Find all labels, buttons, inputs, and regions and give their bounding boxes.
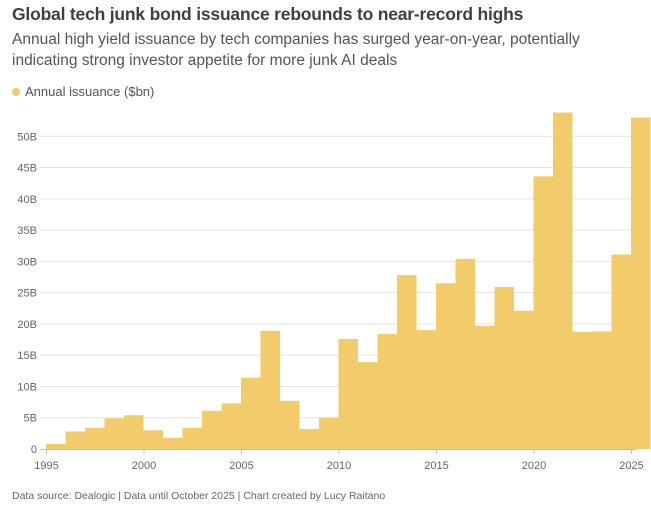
- chart-subtitle: Annual high yield issuance by tech compa…: [12, 31, 580, 69]
- bar-2000: [143, 430, 163, 449]
- x-tick-label: 2010: [327, 460, 351, 472]
- y-tick-label: 25B: [17, 288, 37, 300]
- x-tick-label: 2000: [132, 460, 156, 472]
- bar-2011: [358, 362, 378, 449]
- bar-2006: [260, 330, 280, 449]
- bar-1998: [104, 418, 124, 449]
- bar-1996: [65, 431, 85, 449]
- x-tick-label: 2005: [229, 460, 253, 472]
- x-tick-label: 1995: [34, 460, 58, 472]
- y-tick-label: 5B: [24, 413, 37, 425]
- bar-2017: [475, 325, 495, 449]
- bar-1999: [124, 415, 144, 449]
- bar-2024: [611, 254, 631, 449]
- y-tick-label: 15B: [17, 350, 37, 362]
- bar-2022: [572, 332, 592, 449]
- bar-2003: [202, 410, 222, 449]
- bar-2002: [182, 427, 202, 449]
- bar-2012: [377, 333, 397, 449]
- bar-2009: [319, 417, 339, 449]
- y-tick-label: 0: [31, 444, 37, 456]
- y-tick-label: 30B: [17, 256, 37, 268]
- x-tick-label: 2020: [522, 460, 546, 472]
- bar-2021: [553, 112, 573, 449]
- x-tick-label: 2015: [424, 460, 448, 472]
- bar-2016: [455, 258, 475, 449]
- bar-2007: [280, 400, 300, 449]
- x-tick-label: 2025: [619, 460, 643, 472]
- y-tick-label: 35B: [17, 225, 37, 237]
- chart-legend: Annual issuance ($bn): [12, 84, 154, 99]
- y-tick-label: 50B: [17, 131, 37, 143]
- bar-2008: [299, 428, 319, 449]
- bar-2020: [533, 176, 553, 449]
- bar-2001: [163, 437, 183, 449]
- bar-2014: [416, 330, 436, 449]
- bar-2010: [338, 338, 358, 449]
- y-tick-label: 20B: [17, 319, 37, 331]
- bar-2025: [631, 117, 651, 449]
- y-tick-label: 10B: [17, 381, 37, 393]
- bar-2013: [397, 275, 417, 449]
- legend-dot-icon: [12, 87, 20, 96]
- y-tick-label: 45B: [17, 163, 37, 175]
- bar-2005: [241, 377, 261, 449]
- chart-title: Global tech junk bond issuance rebounds …: [12, 4, 524, 24]
- chart-footer: Data source: Dealogic | Data until Octob…: [12, 490, 386, 502]
- legend-label: Annual issuance ($bn): [25, 84, 155, 99]
- bar-1997: [85, 427, 105, 449]
- bar-2019: [514, 310, 534, 449]
- y-tick-label: 40B: [17, 194, 37, 206]
- bar-2015: [436, 283, 456, 449]
- bar-2018: [494, 287, 514, 449]
- bar-1995: [46, 443, 66, 449]
- bar-2004: [221, 403, 241, 449]
- bar-2023: [592, 331, 612, 449]
